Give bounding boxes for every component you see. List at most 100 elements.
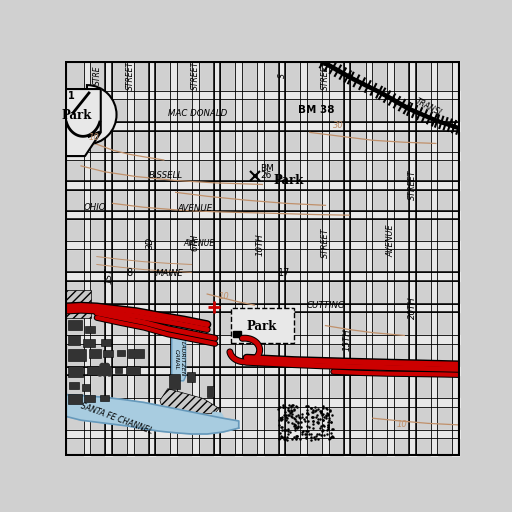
Text: 8: 8	[126, 268, 132, 278]
Text: BISSELL: BISSELL	[149, 172, 183, 180]
Point	[314, 406, 323, 414]
Point	[313, 411, 321, 419]
Point	[284, 403, 292, 412]
Point	[293, 403, 302, 411]
Point	[304, 416, 312, 424]
Circle shape	[100, 364, 105, 368]
Point	[283, 433, 291, 441]
Point	[289, 414, 297, 422]
Point	[281, 435, 289, 443]
Circle shape	[107, 371, 112, 376]
Point	[284, 418, 292, 426]
Point	[304, 410, 312, 418]
Point	[276, 413, 285, 421]
Point	[302, 413, 310, 421]
Point	[310, 408, 318, 416]
Point	[316, 408, 325, 416]
Point	[322, 414, 330, 422]
Polygon shape	[66, 395, 239, 434]
Point	[309, 413, 317, 421]
Point	[314, 430, 323, 438]
Point	[292, 422, 301, 431]
Point	[320, 422, 328, 430]
Bar	[101, 367, 112, 374]
Point	[280, 426, 288, 434]
Text: Park: Park	[62, 110, 92, 122]
Text: TRANSI: TRANSI	[414, 96, 442, 117]
Point	[302, 427, 310, 435]
Point	[295, 413, 303, 421]
Point	[322, 411, 330, 419]
Point	[287, 402, 295, 411]
Point	[319, 426, 327, 434]
Point	[313, 418, 321, 426]
Point	[282, 426, 290, 434]
Bar	[82, 383, 90, 391]
Point	[312, 413, 320, 421]
Text: 6TH: 6TH	[191, 234, 200, 251]
Point	[297, 428, 306, 436]
Point	[311, 403, 319, 411]
Bar	[187, 372, 196, 381]
Point	[289, 401, 297, 409]
Point	[307, 404, 315, 412]
Point	[324, 418, 332, 426]
Bar	[115, 367, 122, 373]
Point	[318, 401, 327, 410]
Text: STRE: STRE	[93, 66, 102, 85]
Point	[309, 406, 317, 414]
Point	[318, 416, 327, 424]
Point	[291, 424, 299, 433]
Point	[314, 419, 323, 428]
Bar	[168, 374, 180, 390]
Text: Park: Park	[246, 320, 277, 333]
Point	[290, 406, 298, 414]
Text: AVENUE: AVENUE	[184, 239, 215, 248]
Point	[278, 413, 286, 421]
Point	[278, 433, 286, 441]
Text: OHIO: OHIO	[83, 203, 106, 212]
Bar	[100, 395, 109, 401]
Text: LAURITZEN
CANAL: LAURITZEN CANAL	[174, 342, 185, 377]
Bar	[83, 338, 95, 347]
Point	[284, 428, 292, 436]
Wedge shape	[87, 85, 117, 144]
Point	[287, 412, 295, 420]
Point	[276, 416, 285, 424]
Text: 3D: 3D	[145, 237, 155, 249]
Point	[277, 422, 285, 431]
Circle shape	[102, 368, 107, 372]
Bar	[117, 350, 125, 356]
Point	[284, 424, 292, 433]
Point	[275, 414, 284, 422]
Point	[286, 428, 294, 436]
Point	[320, 431, 328, 439]
Point	[276, 434, 284, 442]
Point	[316, 424, 324, 433]
Point	[298, 413, 306, 421]
Text: 15TH: 15TH	[343, 328, 352, 351]
Bar	[89, 349, 101, 358]
Point	[292, 402, 300, 410]
Bar	[84, 395, 95, 402]
Point	[297, 423, 305, 432]
Point	[307, 436, 315, 444]
Point	[305, 423, 313, 431]
Point	[276, 429, 285, 437]
Point	[297, 410, 306, 418]
Point	[310, 433, 318, 441]
Bar	[87, 366, 98, 375]
Point	[288, 401, 296, 410]
Point	[282, 413, 290, 421]
Text: STREET: STREET	[191, 61, 200, 90]
Point	[319, 403, 327, 412]
Bar	[69, 366, 83, 377]
Point	[309, 417, 317, 425]
Bar	[69, 349, 86, 361]
Bar	[231, 308, 294, 344]
Point	[275, 416, 284, 424]
Bar	[85, 326, 95, 333]
Point	[280, 435, 288, 443]
Polygon shape	[172, 317, 185, 381]
Point	[283, 436, 291, 444]
